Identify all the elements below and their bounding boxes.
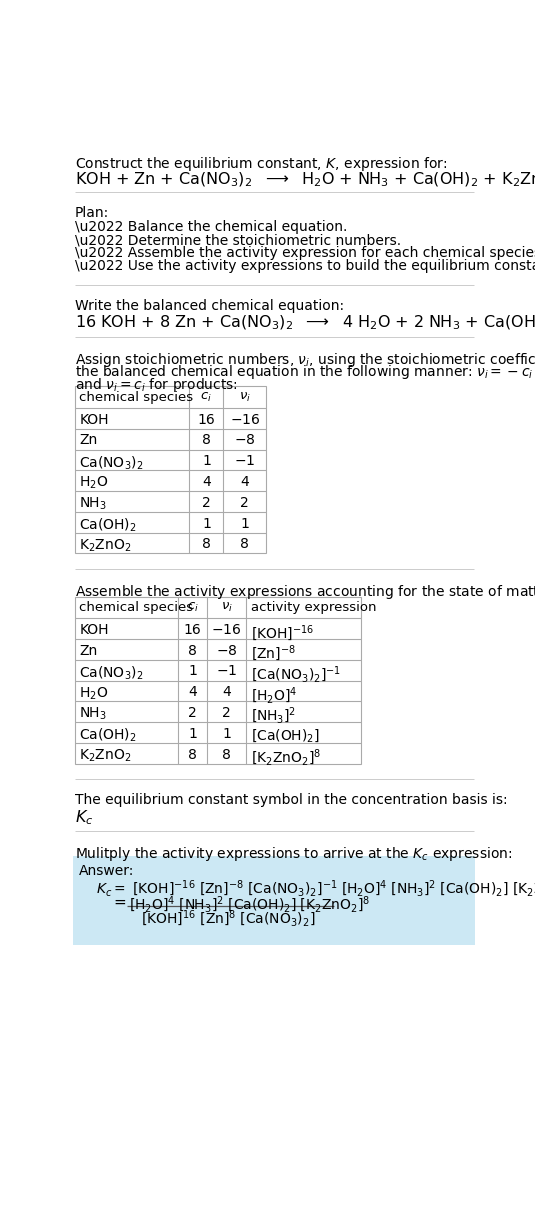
Text: $c_i$: $c_i$ bbox=[187, 602, 198, 614]
Text: [H$_2$O]$^4$: [H$_2$O]$^4$ bbox=[250, 686, 297, 705]
Text: $-$16: $-$16 bbox=[211, 622, 242, 637]
Text: 8: 8 bbox=[202, 537, 211, 552]
Text: 2: 2 bbox=[222, 706, 231, 720]
Text: Assign stoichiometric numbers, $\nu_i$, using the stoichiometric coefficients, $: Assign stoichiometric numbers, $\nu_i$, … bbox=[74, 351, 535, 369]
Text: The equilibrium constant symbol in the concentration basis is:: The equilibrium constant symbol in the c… bbox=[74, 793, 507, 808]
Text: 16 KOH + 8 Zn + Ca(NO$_3$)$_2$  $\longrightarrow$  4 H$_2$O + 2 NH$_3$ + Ca(OH)$: 16 KOH + 8 Zn + Ca(NO$_3$)$_2$ $\longrig… bbox=[74, 314, 535, 333]
Text: \u2022 Use the activity expressions to build the equilibrium constant expression: \u2022 Use the activity expressions to b… bbox=[74, 259, 535, 273]
Text: KOH: KOH bbox=[79, 622, 109, 637]
Text: $\nu_i$: $\nu_i$ bbox=[239, 391, 251, 404]
Bar bbox=[74, 597, 361, 764]
Text: 8: 8 bbox=[188, 748, 197, 761]
Text: KOH: KOH bbox=[79, 413, 109, 426]
Text: $=$: $=$ bbox=[96, 895, 127, 910]
Text: 16: 16 bbox=[197, 413, 215, 426]
Text: 1: 1 bbox=[188, 664, 197, 678]
Bar bbox=[74, 386, 266, 553]
Text: KOH + Zn + Ca(NO$_3$)$_2$  $\longrightarrow$  H$_2$O + NH$_3$ + Ca(OH)$_2$ + K$_: KOH + Zn + Ca(NO$_3$)$_2$ $\longrightarr… bbox=[74, 171, 535, 189]
Text: $K_c$: $K_c$ bbox=[74, 809, 93, 827]
Text: K$_2$ZnO$_2$: K$_2$ZnO$_2$ bbox=[79, 537, 132, 554]
Text: 4: 4 bbox=[240, 475, 249, 488]
Text: chemical species: chemical species bbox=[79, 391, 193, 404]
Text: and $\nu_i = c_i$ for products:: and $\nu_i = c_i$ for products: bbox=[74, 375, 238, 393]
Text: $\nu_i$: $\nu_i$ bbox=[220, 602, 233, 614]
Text: 2: 2 bbox=[188, 706, 197, 720]
Text: 1: 1 bbox=[202, 516, 211, 531]
Text: Ca(NO$_3$)$_2$: Ca(NO$_3$)$_2$ bbox=[79, 664, 144, 682]
Text: \u2022 Assemble the activity expression for each chemical species.: \u2022 Assemble the activity expression … bbox=[74, 246, 535, 261]
Text: 2: 2 bbox=[240, 496, 249, 510]
Text: \u2022 Balance the chemical equation.: \u2022 Balance the chemical equation. bbox=[74, 220, 347, 234]
Text: [Ca(NO$_3$)$_2$]$^{-1}$: [Ca(NO$_3$)$_2$]$^{-1}$ bbox=[250, 664, 341, 685]
Text: K$_2$ZnO$_2$: K$_2$ZnO$_2$ bbox=[79, 748, 132, 764]
Text: 4: 4 bbox=[222, 686, 231, 699]
Text: Answer:: Answer: bbox=[79, 864, 135, 878]
Text: the balanced chemical equation in the following manner: $\nu_i = -c_i$ for react: the balanced chemical equation in the fo… bbox=[74, 363, 535, 381]
Text: [H$_2$O]$^4$ [NH$_3$]$^2$ [Ca(OH)$_2$] [K$_2$ZnO$_2$]$^8$: [H$_2$O]$^4$ [NH$_3$]$^2$ [Ca(OH)$_2$] [… bbox=[129, 894, 370, 915]
Text: [KOH]$^{-16}$: [KOH]$^{-16}$ bbox=[250, 622, 314, 643]
Text: 2: 2 bbox=[202, 496, 211, 510]
Text: NH$_3$: NH$_3$ bbox=[79, 706, 107, 722]
Text: Zn: Zn bbox=[79, 434, 97, 447]
Text: $-$8: $-$8 bbox=[216, 643, 238, 658]
Text: 8: 8 bbox=[240, 537, 249, 552]
Text: 8: 8 bbox=[188, 643, 197, 658]
Text: [KOH]$^{16}$ [Zn]$^8$ [Ca(NO$_3$)$_2$]: [KOH]$^{16}$ [Zn]$^8$ [Ca(NO$_3$)$_2$] bbox=[141, 909, 316, 929]
Text: [NH$_3$]$^2$: [NH$_3$]$^2$ bbox=[250, 706, 296, 726]
Text: Assemble the activity expressions accounting for the state of matter and $\nu_i$: Assemble the activity expressions accoun… bbox=[74, 582, 535, 600]
Text: Construct the equilibrium constant, $K$, expression for:: Construct the equilibrium constant, $K$,… bbox=[74, 156, 447, 173]
Text: H$_2$O: H$_2$O bbox=[79, 475, 109, 491]
Text: [K$_2$ZnO$_2$]$^8$: [K$_2$ZnO$_2$]$^8$ bbox=[250, 748, 321, 767]
Text: chemical species: chemical species bbox=[79, 602, 193, 614]
Text: [Zn]$^{-8}$: [Zn]$^{-8}$ bbox=[250, 643, 295, 664]
Text: 8: 8 bbox=[222, 748, 231, 761]
Text: 1: 1 bbox=[240, 516, 249, 531]
Text: 1: 1 bbox=[202, 454, 211, 468]
Text: NH$_3$: NH$_3$ bbox=[79, 496, 107, 512]
Text: 8: 8 bbox=[202, 434, 211, 447]
Text: Plan:: Plan: bbox=[74, 206, 109, 220]
Text: $c_i$: $c_i$ bbox=[201, 391, 212, 404]
Text: Write the balanced chemical equation:: Write the balanced chemical equation: bbox=[74, 298, 344, 313]
Text: Mulitply the activity expressions to arrive at the $K_c$ expression:: Mulitply the activity expressions to arr… bbox=[74, 845, 512, 864]
Text: Ca(OH)$_2$: Ca(OH)$_2$ bbox=[79, 516, 137, 533]
Text: $-$1: $-$1 bbox=[234, 454, 255, 468]
Text: 4: 4 bbox=[188, 686, 197, 699]
Bar bbox=[73, 856, 475, 945]
Text: $-$8: $-$8 bbox=[234, 434, 256, 447]
Text: $-$1: $-$1 bbox=[216, 664, 237, 678]
Text: [Ca(OH)$_2$]: [Ca(OH)$_2$] bbox=[250, 727, 319, 743]
Text: Ca(NO$_3$)$_2$: Ca(NO$_3$)$_2$ bbox=[79, 454, 144, 471]
Text: H$_2$O: H$_2$O bbox=[79, 686, 109, 702]
Text: $-$16: $-$16 bbox=[230, 413, 260, 426]
Text: Zn: Zn bbox=[79, 643, 97, 658]
Text: 4: 4 bbox=[202, 475, 211, 488]
Text: \u2022 Determine the stoichiometric numbers.: \u2022 Determine the stoichiometric numb… bbox=[74, 233, 401, 247]
Text: 1: 1 bbox=[222, 727, 231, 741]
Text: activity expression: activity expression bbox=[250, 602, 376, 614]
Text: 16: 16 bbox=[184, 622, 201, 637]
Text: 1: 1 bbox=[188, 727, 197, 741]
Text: Ca(OH)$_2$: Ca(OH)$_2$ bbox=[79, 727, 137, 744]
Text: $K_c = $ [KOH]$^{-16}$ [Zn]$^{-8}$ [Ca(NO$_3$)$_2$]$^{-1}$ [H$_2$O]$^4$ [NH$_3$]: $K_c = $ [KOH]$^{-16}$ [Zn]$^{-8}$ [Ca(N… bbox=[96, 878, 535, 899]
